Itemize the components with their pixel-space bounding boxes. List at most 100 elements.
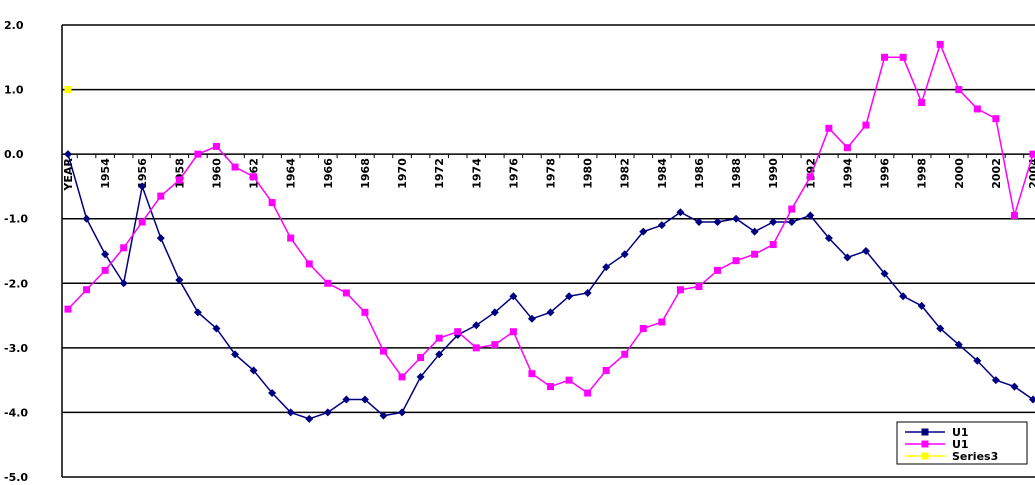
data-point xyxy=(657,221,666,230)
data-point xyxy=(323,408,332,417)
data-point xyxy=(212,324,221,333)
data-point xyxy=(639,227,648,236)
y-tick-label: -2.0 xyxy=(4,277,28,290)
data-point xyxy=(918,98,926,106)
data-point xyxy=(528,370,536,378)
data-point xyxy=(1010,382,1019,391)
data-point xyxy=(509,328,517,336)
data-point xyxy=(1029,150,1035,158)
x-tick-label: 1986 xyxy=(693,158,706,189)
x-tick-label: 1984 xyxy=(656,158,669,189)
y-tick-label: 2.0 xyxy=(4,19,24,32)
data-point xyxy=(193,308,202,317)
data-point xyxy=(621,350,629,358)
data-point xyxy=(454,328,462,336)
y-tick-label: -4.0 xyxy=(4,406,28,419)
x-tick-label: 1974 xyxy=(470,158,483,189)
data-point xyxy=(417,354,425,362)
data-point xyxy=(119,279,128,288)
data-point xyxy=(138,182,147,191)
legend-label: U1 xyxy=(952,426,969,439)
data-point xyxy=(64,305,72,313)
data-point xyxy=(806,211,815,220)
data-point xyxy=(1029,395,1035,404)
data-point xyxy=(602,366,610,374)
data-point xyxy=(64,86,72,94)
x-tick-label: 2004 xyxy=(1027,158,1035,189)
data-point xyxy=(416,372,425,381)
data-point xyxy=(156,234,165,243)
data-point xyxy=(565,292,574,301)
data-point xyxy=(82,214,91,223)
data-point xyxy=(843,253,852,262)
x-tick-label: 1998 xyxy=(916,158,929,189)
data-point xyxy=(435,334,443,342)
data-point xyxy=(175,276,184,285)
data-point xyxy=(398,373,406,381)
data-point xyxy=(992,115,1000,123)
legend-marker xyxy=(921,452,929,460)
legend-marker xyxy=(921,428,929,436)
data-point xyxy=(936,40,944,48)
data-point xyxy=(212,142,220,150)
data-point xyxy=(194,150,202,158)
data-point xyxy=(676,208,685,217)
data-point xyxy=(175,176,183,184)
data-point xyxy=(881,53,889,61)
data-point xyxy=(547,383,554,391)
x-tick-label: 1960 xyxy=(210,158,223,189)
data-point xyxy=(231,350,240,359)
y-tick-label: 1.0 xyxy=(4,84,24,97)
legend-label: Series3 xyxy=(952,450,998,463)
data-point xyxy=(843,144,851,152)
data-point xyxy=(862,121,870,129)
x-tick-label: 1996 xyxy=(879,158,892,189)
data-point xyxy=(286,408,295,417)
data-point xyxy=(899,292,908,301)
data-point xyxy=(472,321,481,330)
data-point xyxy=(955,86,963,94)
data-point xyxy=(398,408,407,417)
data-point xyxy=(565,376,573,384)
data-point xyxy=(268,199,276,207)
x-tick-label: 1988 xyxy=(730,158,743,189)
x-tick-label: 1968 xyxy=(359,158,372,189)
data-point xyxy=(64,150,72,159)
x-tick-label: 1978 xyxy=(545,158,558,189)
data-point xyxy=(751,250,759,258)
x-tick-label: 1976 xyxy=(507,158,520,189)
data-point xyxy=(379,411,388,420)
data-point xyxy=(639,324,647,332)
data-point xyxy=(361,308,369,316)
data-point xyxy=(695,283,703,291)
legend-marker xyxy=(921,440,929,448)
data-point xyxy=(490,308,499,317)
x-tick-label: 1980 xyxy=(582,158,595,189)
data-point xyxy=(713,217,722,226)
y-tick-label: 0.0 xyxy=(4,148,24,161)
x-tick-label: 1972 xyxy=(433,158,446,189)
data-point xyxy=(120,244,128,252)
data-point xyxy=(138,218,146,226)
x-tick-label: 1982 xyxy=(619,158,632,189)
data-point xyxy=(250,173,258,181)
data-point xyxy=(861,247,870,255)
data-point xyxy=(342,289,350,297)
data-point xyxy=(546,308,555,317)
data-point xyxy=(472,344,480,352)
data-point xyxy=(694,217,703,226)
x-tick-label: 1990 xyxy=(767,158,780,189)
data-point xyxy=(435,350,444,359)
data-point xyxy=(287,234,295,242)
data-point xyxy=(305,260,313,268)
data-point xyxy=(583,288,592,297)
data-point xyxy=(973,105,981,113)
data-point xyxy=(991,376,1000,385)
x-tick-label: 2000 xyxy=(953,158,966,189)
data-point xyxy=(676,286,684,294)
y-tick-label: -3.0 xyxy=(4,342,28,355)
data-point xyxy=(787,217,796,226)
data-point xyxy=(825,124,833,132)
data-point xyxy=(954,340,963,349)
